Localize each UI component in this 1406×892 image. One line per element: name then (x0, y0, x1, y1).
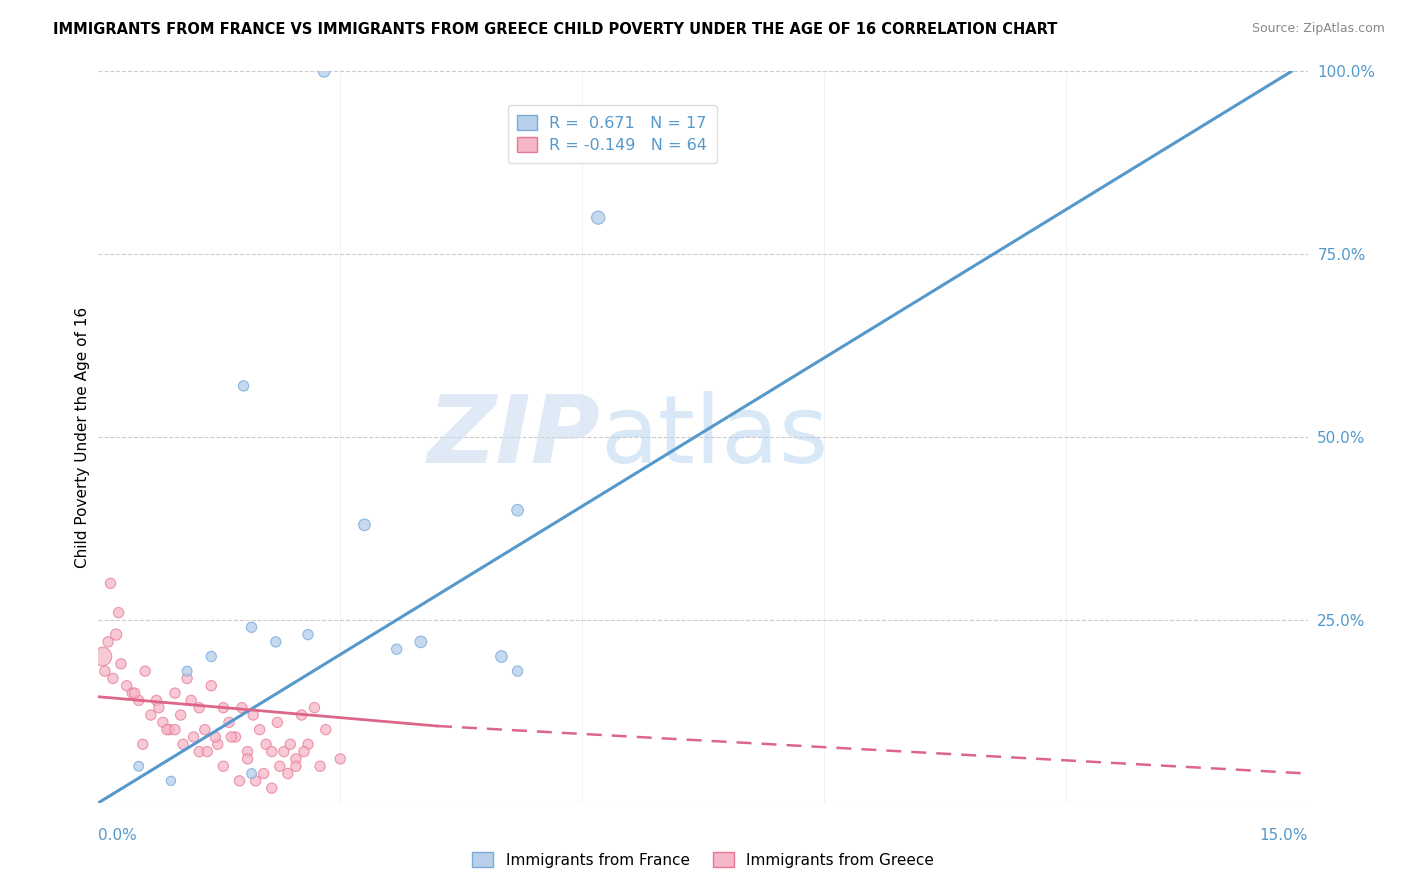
Point (200, 679, 222, 693)
Point (172, 737, 194, 751)
Point (586, 211, 609, 225)
Point (297, 627, 319, 641)
Point (231, 700, 253, 714)
Point (385, 642, 408, 657)
Point (240, 620, 263, 634)
Text: atlas: atlas (600, 391, 828, 483)
Point (304, 700, 326, 714)
Point (266, 715, 288, 730)
Point (253, 766, 276, 780)
Point (218, 715, 240, 730)
Point (180, 693, 202, 707)
Point (269, 759, 291, 773)
Legend: R =  0.671   N = 17, R = -0.149   N = 64: R = 0.671 N = 17, R = -0.149 N = 64 (508, 105, 717, 162)
Point (329, 752, 352, 766)
Point (101, 672, 124, 686)
Point (277, 766, 299, 780)
Point (314, 64, 336, 78)
Point (194, 723, 217, 737)
Point (278, 737, 301, 751)
Point (128, 759, 150, 773)
Point (163, 723, 186, 737)
Point (107, 606, 129, 620)
Point (121, 686, 143, 700)
Y-axis label: Child Poverty Under the Age of 16: Child Poverty Under the Age of 16 (75, 307, 90, 567)
Point (148, 700, 170, 714)
Point (290, 708, 312, 723)
Point (297, 737, 319, 751)
Point (232, 379, 254, 393)
Point (91, 649, 114, 664)
Point (506, 503, 529, 517)
Point (236, 745, 259, 759)
Point (204, 730, 226, 744)
Text: ZIP: ZIP (427, 391, 600, 483)
Point (105, 627, 128, 641)
Point (188, 700, 211, 714)
Point (188, 745, 211, 759)
Point (264, 635, 287, 649)
Point (228, 773, 250, 788)
Point (254, 737, 277, 751)
Text: 15.0%: 15.0% (1260, 829, 1308, 844)
Point (134, 664, 156, 678)
Point (260, 781, 283, 796)
Point (240, 766, 263, 780)
Point (110, 657, 132, 671)
Text: 0.0%: 0.0% (98, 829, 138, 844)
Point (242, 708, 264, 723)
Point (115, 679, 138, 693)
Point (506, 664, 529, 678)
Point (97, 635, 120, 649)
Point (176, 672, 198, 686)
Point (94, 664, 117, 678)
Point (183, 730, 205, 744)
Point (100, 576, 122, 591)
Point (260, 745, 283, 759)
Point (132, 737, 155, 751)
Point (156, 723, 179, 737)
Point (200, 649, 222, 664)
Point (195, 745, 218, 759)
Point (353, 517, 375, 532)
Point (169, 708, 191, 723)
Point (284, 752, 307, 766)
Point (139, 708, 162, 723)
Point (409, 635, 432, 649)
Point (124, 686, 146, 700)
Text: Source: ZipAtlas.com: Source: ZipAtlas.com (1251, 22, 1385, 36)
Point (309, 759, 332, 773)
Legend: Immigrants from France, Immigrants from Greece: Immigrants from France, Immigrants from … (465, 846, 941, 873)
Point (273, 745, 295, 759)
Point (152, 715, 174, 730)
Point (157, 723, 180, 737)
Point (236, 752, 259, 766)
Point (249, 723, 271, 737)
Point (163, 686, 186, 700)
Point (315, 723, 337, 737)
Point (160, 773, 183, 788)
Point (491, 649, 513, 664)
Point (212, 759, 235, 773)
Point (292, 745, 315, 759)
Point (207, 737, 229, 751)
Text: IMMIGRANTS FROM FRANCE VS IMMIGRANTS FROM GREECE CHILD POVERTY UNDER THE AGE OF : IMMIGRANTS FROM FRANCE VS IMMIGRANTS FRO… (53, 22, 1057, 37)
Point (245, 773, 267, 788)
Point (221, 730, 243, 744)
Point (176, 664, 198, 678)
Point (224, 730, 246, 744)
Point (284, 759, 307, 773)
Point (212, 700, 235, 714)
Point (145, 693, 167, 707)
Point (128, 693, 150, 707)
